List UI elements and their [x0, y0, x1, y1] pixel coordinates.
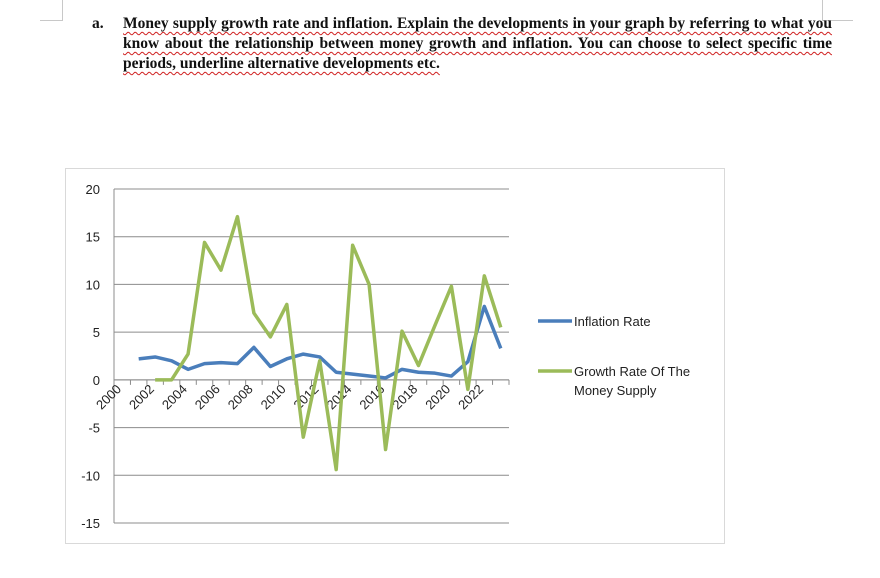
legend-label-money-supply-line2: Money Supply: [574, 383, 657, 398]
page-corner-mark-left: [40, 0, 63, 21]
y-tick-label: -15: [81, 516, 100, 531]
question-label: a.: [92, 15, 104, 32]
page-corner-mark-right: [822, 0, 853, 21]
y-tick-label: -5: [88, 421, 100, 436]
x-tick-label: 2004: [159, 381, 190, 412]
y-tick-label: -10: [81, 468, 100, 483]
x-tick-label: 2002: [126, 381, 157, 412]
chart-container: 20 15 10 5 0 -5 -10 -15 2000 2002 2004 2006 2008 2010…: [65, 168, 725, 544]
question-paragraph: a. Money supply growth rate and inflatio…: [92, 14, 832, 74]
y-tick-label: 20: [86, 182, 100, 197]
x-tick-label: 2008: [225, 381, 256, 412]
x-tick-label: 2020: [422, 381, 453, 412]
legend-label-money-supply-line1: Growth Rate Of The: [574, 364, 690, 379]
series-line-1: [155, 214, 503, 472]
y-tick-label: 0: [93, 373, 100, 388]
legend-label-inflation: Inflation Rate: [574, 314, 651, 329]
x-tick-label: 2006: [192, 381, 223, 412]
y-tick-label: 5: [93, 325, 100, 340]
x-tick-label: 2022: [455, 381, 486, 412]
y-tick-label: 10: [86, 277, 100, 292]
question-text: Money supply growth rate and inflation. …: [123, 15, 832, 72]
x-tick-label: 2010: [258, 381, 289, 412]
y-tick-label: 15: [86, 230, 100, 245]
